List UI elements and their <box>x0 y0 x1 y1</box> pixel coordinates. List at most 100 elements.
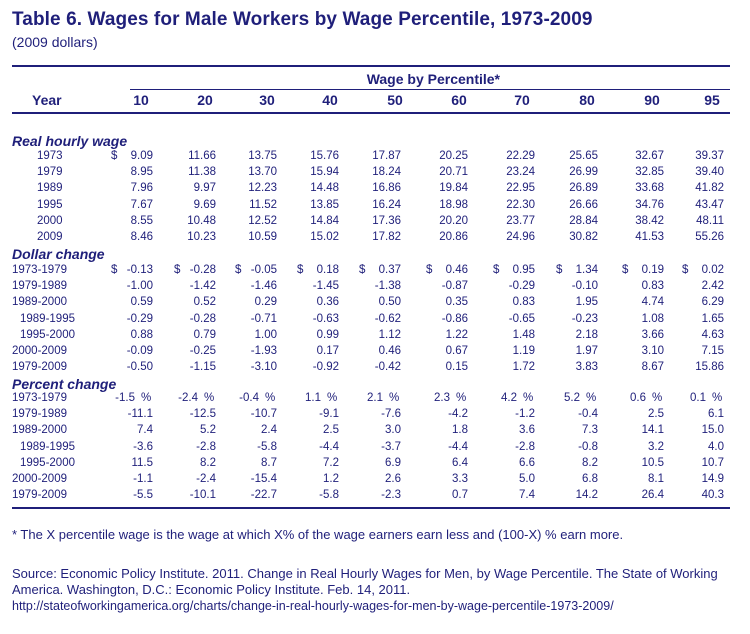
table-cell: 10.7 <box>701 456 724 469</box>
row-label: 1995-2000 <box>20 456 75 469</box>
group-underline <box>130 89 730 90</box>
table-cell: 1.12 <box>378 328 401 341</box>
table-cell: -1.38 <box>374 280 401 293</box>
table-cell: 14.1 <box>641 424 664 437</box>
row-label: 1979-2009 <box>12 489 67 502</box>
column-header-20: 20 <box>197 92 213 108</box>
table-cell: 8.95 <box>130 166 153 179</box>
column-header-90: 90 <box>644 92 660 108</box>
table-cell: 0.50 <box>378 296 401 309</box>
table-cell: 15.0 <box>701 424 724 437</box>
table-row: 2009 8.46 10.23 10.59 15.02 17.82 20.86 24.96 30… <box>0 231 750 247</box>
table-cell: -0.63 <box>312 312 339 325</box>
table-cell: 0.67 <box>445 345 468 357</box>
dollar-sign: $ <box>426 264 433 276</box>
table-cell: 11.66 <box>188 150 216 162</box>
table-cell: 17.36 <box>372 214 401 227</box>
table-cell: 8.7 <box>261 456 277 469</box>
table-cell: 15.76 <box>310 150 339 162</box>
table-cell: 2.3 <box>434 392 450 404</box>
table-cell: 8.2 <box>200 456 216 469</box>
row-label: 2000-2009 <box>12 345 67 357</box>
table-cell: -22.7 <box>250 489 277 502</box>
table-cell: -0.92 <box>312 361 339 374</box>
table-cell: 0.52 <box>193 296 216 309</box>
table-cell: 12.52 <box>248 214 277 227</box>
dollar-sign: $ <box>359 264 366 276</box>
table-cell: 8.1 <box>648 473 664 485</box>
column-header-40: 40 <box>322 92 338 108</box>
column-header-10: 10 <box>133 92 149 108</box>
table-row: 1989 7.96 9.97 12.23 14.48 16.86 19.84 22.95 26.… <box>0 182 750 198</box>
table-cell: 0.88 <box>130 328 153 341</box>
table-cell: 1.19 <box>512 345 535 357</box>
table-cell: -0.28 <box>189 264 216 276</box>
table-row: 1995-2000 0.88 0.79 1.00 0.99 1.12 1.22 1.48 2.1… <box>0 329 750 345</box>
table-cell: 0.35 <box>445 296 468 309</box>
row-label: 1989-1995 <box>20 312 75 325</box>
table-cell: 6.8 <box>582 473 598 485</box>
percent-sign: % <box>204 392 215 404</box>
table-cell: 16.86 <box>372 182 401 195</box>
row-label: 1995-2000 <box>20 328 75 341</box>
table-cell: 18.24 <box>372 166 401 179</box>
table-cell: 22.95 <box>506 182 535 195</box>
table-cell: -1.42 <box>189 280 216 293</box>
table-cell: 16.24 <box>372 198 401 211</box>
row-label: 1979-2009 <box>12 361 67 374</box>
table-cell: -5.5 <box>133 489 153 502</box>
table-cell: -1.15 <box>189 361 216 374</box>
table-cell: 3.6 <box>519 424 535 437</box>
table-cell: 0.15 <box>445 361 468 374</box>
row-label: 2000 <box>37 214 63 227</box>
table-cell: 2.42 <box>701 280 724 293</box>
table-cell: 38.42 <box>635 214 664 227</box>
table-cell: 5.0 <box>519 473 535 485</box>
percent-sign: % <box>586 392 597 404</box>
table-cell: 22.30 <box>506 198 535 211</box>
table-cell: 0.29 <box>254 296 277 309</box>
table-cell: 33.68 <box>635 182 664 195</box>
group-header: Wage by Percentile* <box>366 71 500 87</box>
table-cell: -2.4 <box>196 473 216 485</box>
table-cell: -0.28 <box>189 312 216 325</box>
table-cell: 0.46 <box>445 264 468 276</box>
percent-sign: % <box>523 392 534 404</box>
table-cell: 10.23 <box>187 231 216 243</box>
table-cell: -7.6 <box>381 408 401 421</box>
table-cell: -4.2 <box>448 408 468 421</box>
table-cell: 1.95 <box>575 296 598 309</box>
table-cell: 22.29 <box>506 150 535 162</box>
table-cell: 0.17 <box>316 345 339 357</box>
table-cell: 4.0 <box>708 440 724 453</box>
percent-sign: % <box>141 392 152 404</box>
table-cell: -0.65 <box>508 312 535 325</box>
table-cell: 0.83 <box>641 280 664 293</box>
dollar-sign: $ <box>111 264 118 276</box>
table-row: 2000-2009 -0.09 -0.25 -1.93 0.17 0.46 0.67 1.19… <box>0 345 750 361</box>
table-cell: 1.48 <box>512 328 535 341</box>
percent-sign: % <box>389 392 400 404</box>
table-cell: 0.7 <box>452 489 468 502</box>
table-cell: 1.00 <box>254 328 277 341</box>
table-cell: 1.72 <box>512 361 535 374</box>
table-cell: 2.5 <box>323 424 339 437</box>
dollar-sign: $ <box>493 264 500 276</box>
table-cell: 3.0 <box>385 424 401 437</box>
column-header-70: 70 <box>514 92 530 108</box>
table-cell: 26.66 <box>569 198 598 211</box>
row-label: 1989 <box>37 182 63 195</box>
table-cell: 48.11 <box>696 214 724 227</box>
table-cell: 13.70 <box>248 166 277 179</box>
table-cell: -0.09 <box>126 345 153 357</box>
table-cell: 14.9 <box>701 473 724 485</box>
table-cell: 0.37 <box>378 264 401 276</box>
table-cell: 8.46 <box>130 231 153 243</box>
table-cell: -1.93 <box>250 345 277 357</box>
row-label: 2009 <box>37 231 63 243</box>
table-cell: -0.8 <box>578 440 598 453</box>
row-label: 1979-1989 <box>12 408 67 421</box>
table-cell: 6.29 <box>701 296 724 309</box>
bottom-rule <box>12 507 730 509</box>
table-cell: 8.55 <box>130 214 153 227</box>
